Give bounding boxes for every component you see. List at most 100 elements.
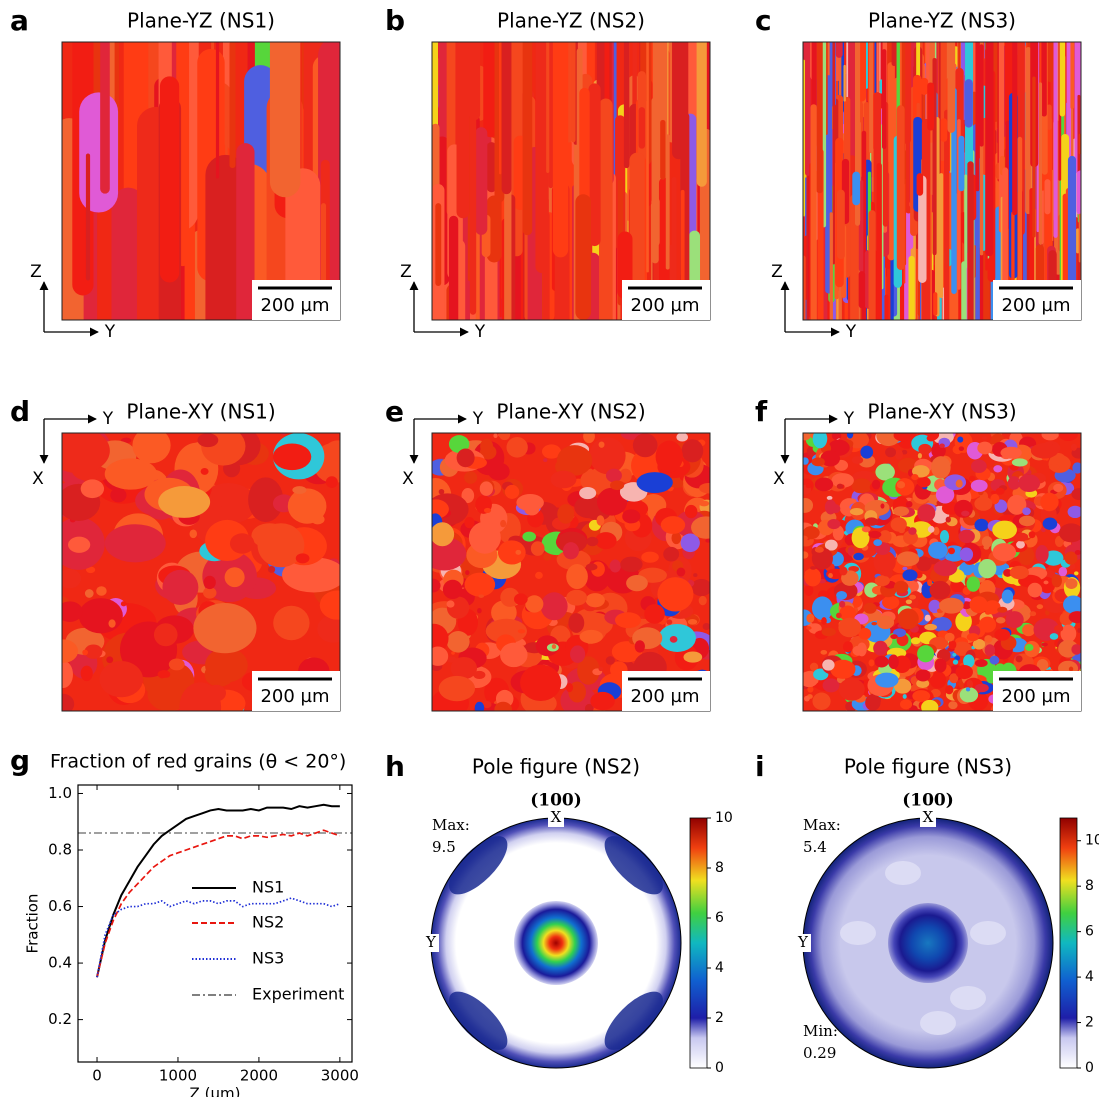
grain [868,659,875,667]
grain [1011,458,1028,467]
grain [874,655,889,668]
grain [858,627,872,640]
grain [932,526,940,536]
grain [969,475,976,482]
grain [478,594,485,598]
grain [546,42,550,173]
grain [880,503,885,509]
grain [920,77,929,95]
grain [585,563,598,571]
grain [566,589,588,606]
grain [805,483,812,489]
grain [596,515,605,526]
grain [610,480,625,491]
grain [803,255,806,320]
grain [952,652,957,657]
grain [319,590,340,620]
grain [62,693,75,711]
grain [498,433,511,441]
grain [1063,595,1081,614]
grain [696,42,707,187]
series-line [96,803,340,978]
grain [100,42,110,194]
grain [317,614,340,643]
pole-lobe [604,991,663,1050]
grain [456,448,475,468]
axis-label: X [402,469,414,489]
grain [969,596,988,614]
grain [826,495,833,500]
grain [944,474,967,491]
panel-letter: h [385,750,405,783]
grain [972,638,986,650]
grain [1064,551,1078,565]
y-tick-label: 0.4 [48,954,72,972]
panel-letter: g [10,744,30,777]
grain [961,261,967,320]
colorbar-tick-label: 8 [715,860,724,876]
grain [824,539,838,551]
panel-letter: i [755,750,765,783]
scale-bar-label: 200 µm [1001,686,1070,707]
grain [803,535,808,541]
axis-label: Y [102,409,114,429]
grain [812,692,831,710]
grain [908,255,915,320]
grain [809,662,819,672]
grain [575,194,592,320]
grain [1048,454,1071,473]
ebsd-map [62,433,340,711]
colorbar-tick-label: 0 [1085,1060,1094,1076]
grain [500,519,507,528]
grain [159,76,180,283]
grain [933,559,958,577]
grain [62,568,82,589]
grain [921,699,939,711]
grain [584,703,594,711]
grain [204,647,248,683]
grain [229,42,236,169]
grain [803,526,820,540]
grain [651,197,660,247]
grain [494,701,512,711]
grain [881,568,891,577]
grain [910,637,921,645]
grain [979,44,984,147]
grain [822,659,835,671]
grain [966,633,979,642]
max-value: 5.4 [803,838,827,856]
grain [62,601,83,622]
grain [901,449,908,455]
grain [927,525,935,533]
grain [579,629,603,644]
grain [641,551,659,563]
grain [655,440,683,473]
panel-title: Plane-XY (NS1) [126,400,275,424]
grain [1048,463,1060,471]
pole-patch [950,986,986,1010]
panel-title: Plane-YZ (NS1) [127,9,275,33]
grain [821,627,836,637]
axis-label: Y [472,409,484,429]
grain [989,655,1000,665]
grain [691,578,710,597]
grain [860,445,874,459]
grain [820,450,841,467]
grain [1036,659,1049,672]
grain [96,586,107,596]
grain [981,536,993,548]
grain [957,436,964,443]
grain [924,614,931,622]
grain [955,479,963,488]
grain [680,533,700,553]
grain [832,525,845,541]
grain [948,640,957,650]
grain [873,550,896,574]
grain [451,651,455,655]
grain [928,541,948,559]
grain [80,665,93,682]
axis-label: X [32,469,44,489]
grain [939,443,945,449]
grain [540,592,568,621]
